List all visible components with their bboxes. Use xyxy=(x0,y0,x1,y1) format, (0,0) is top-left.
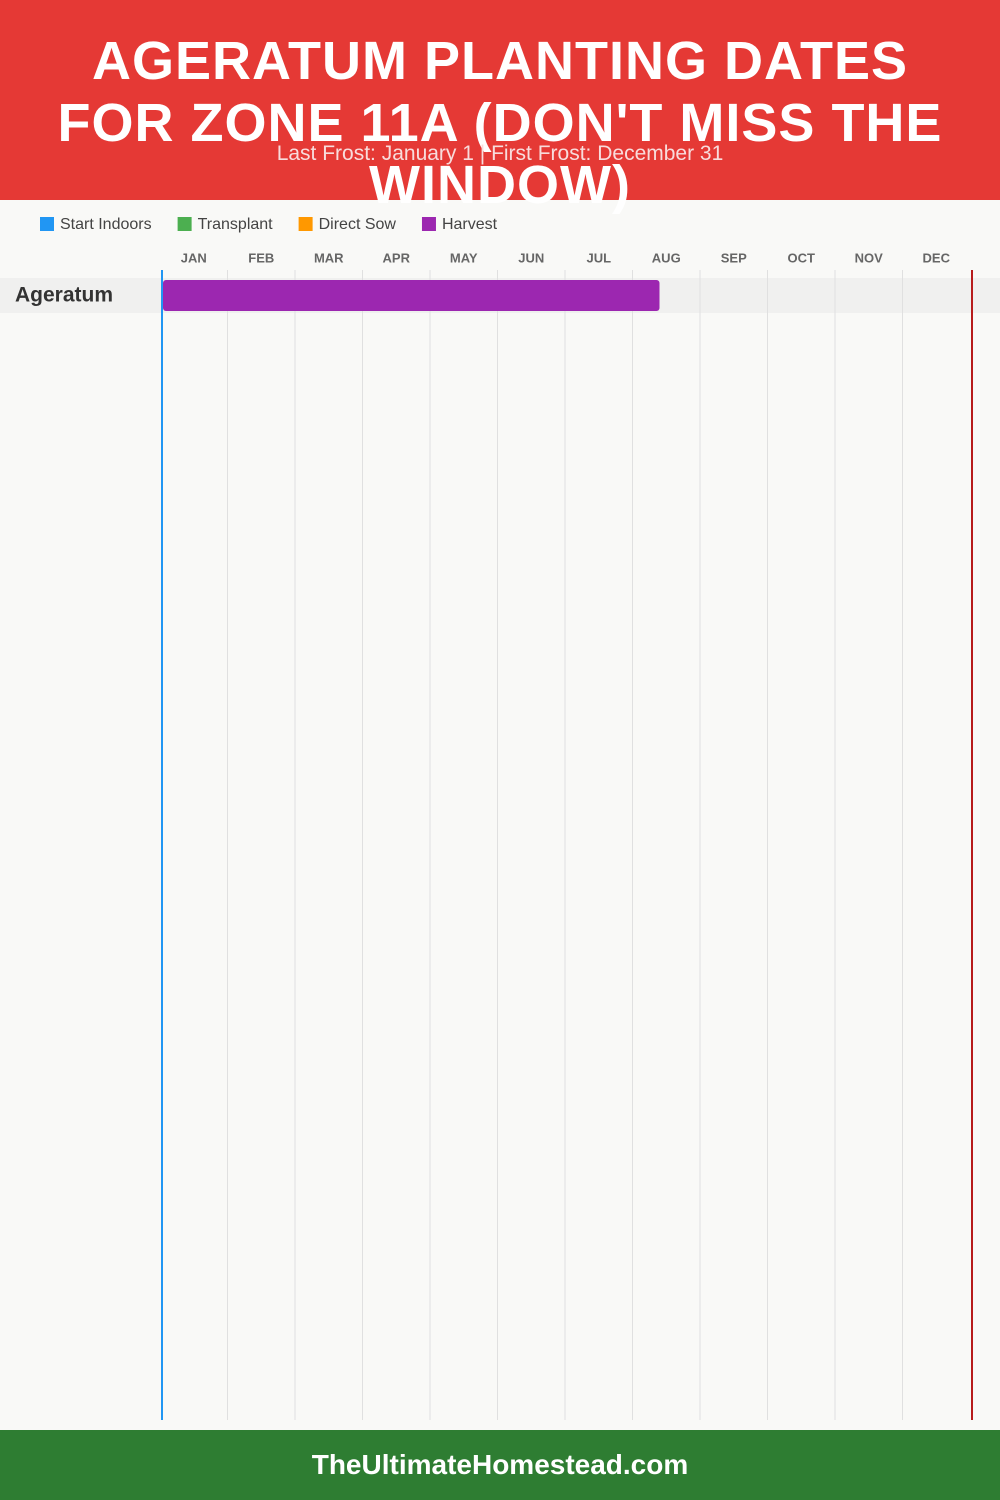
x-tick-label: AUG xyxy=(652,250,681,265)
legend-label: Transplant xyxy=(198,216,274,233)
x-tick-label: NOV xyxy=(855,250,884,265)
legend-label: Direct Sow xyxy=(319,216,397,233)
x-tick-label: MAR xyxy=(314,250,344,265)
legend-swatch xyxy=(177,217,192,231)
x-tick-label: DEC xyxy=(923,250,951,265)
x-tick-label: JUN xyxy=(518,250,544,265)
legend-swatch xyxy=(298,217,313,231)
footer: TheUltimateHomestead.com xyxy=(0,1430,1000,1500)
bar xyxy=(163,280,660,311)
x-tick-label: JAN xyxy=(181,250,207,265)
x-tick-label: SEP xyxy=(721,250,747,265)
chart: Start Indoors Transplant Direct Sow Harvest… xyxy=(0,216,1000,1420)
chart-subtitle: Last Frost: January 1 | First Frost: Dec… xyxy=(276,142,724,165)
legend-label: Start Indoors xyxy=(60,216,152,233)
legend-label: Harvest xyxy=(442,216,498,233)
chart-title: AGERATUM PLANTING DATES FOR ZONE 11A (DO… xyxy=(57,31,943,215)
x-tick-label: FEB xyxy=(248,250,274,265)
x-tick-label: JUL xyxy=(586,250,611,265)
x-tick-label: OCT xyxy=(788,250,816,265)
x-tick-label: APR xyxy=(383,250,411,265)
header: AGERATUM PLANTING DATES FOR ZONE 11A (DO… xyxy=(0,0,1000,215)
legend-swatch xyxy=(421,217,436,231)
legend-swatch xyxy=(40,217,54,231)
row-label: Ageratum xyxy=(15,284,113,307)
x-tick-label: MAY xyxy=(450,250,478,265)
